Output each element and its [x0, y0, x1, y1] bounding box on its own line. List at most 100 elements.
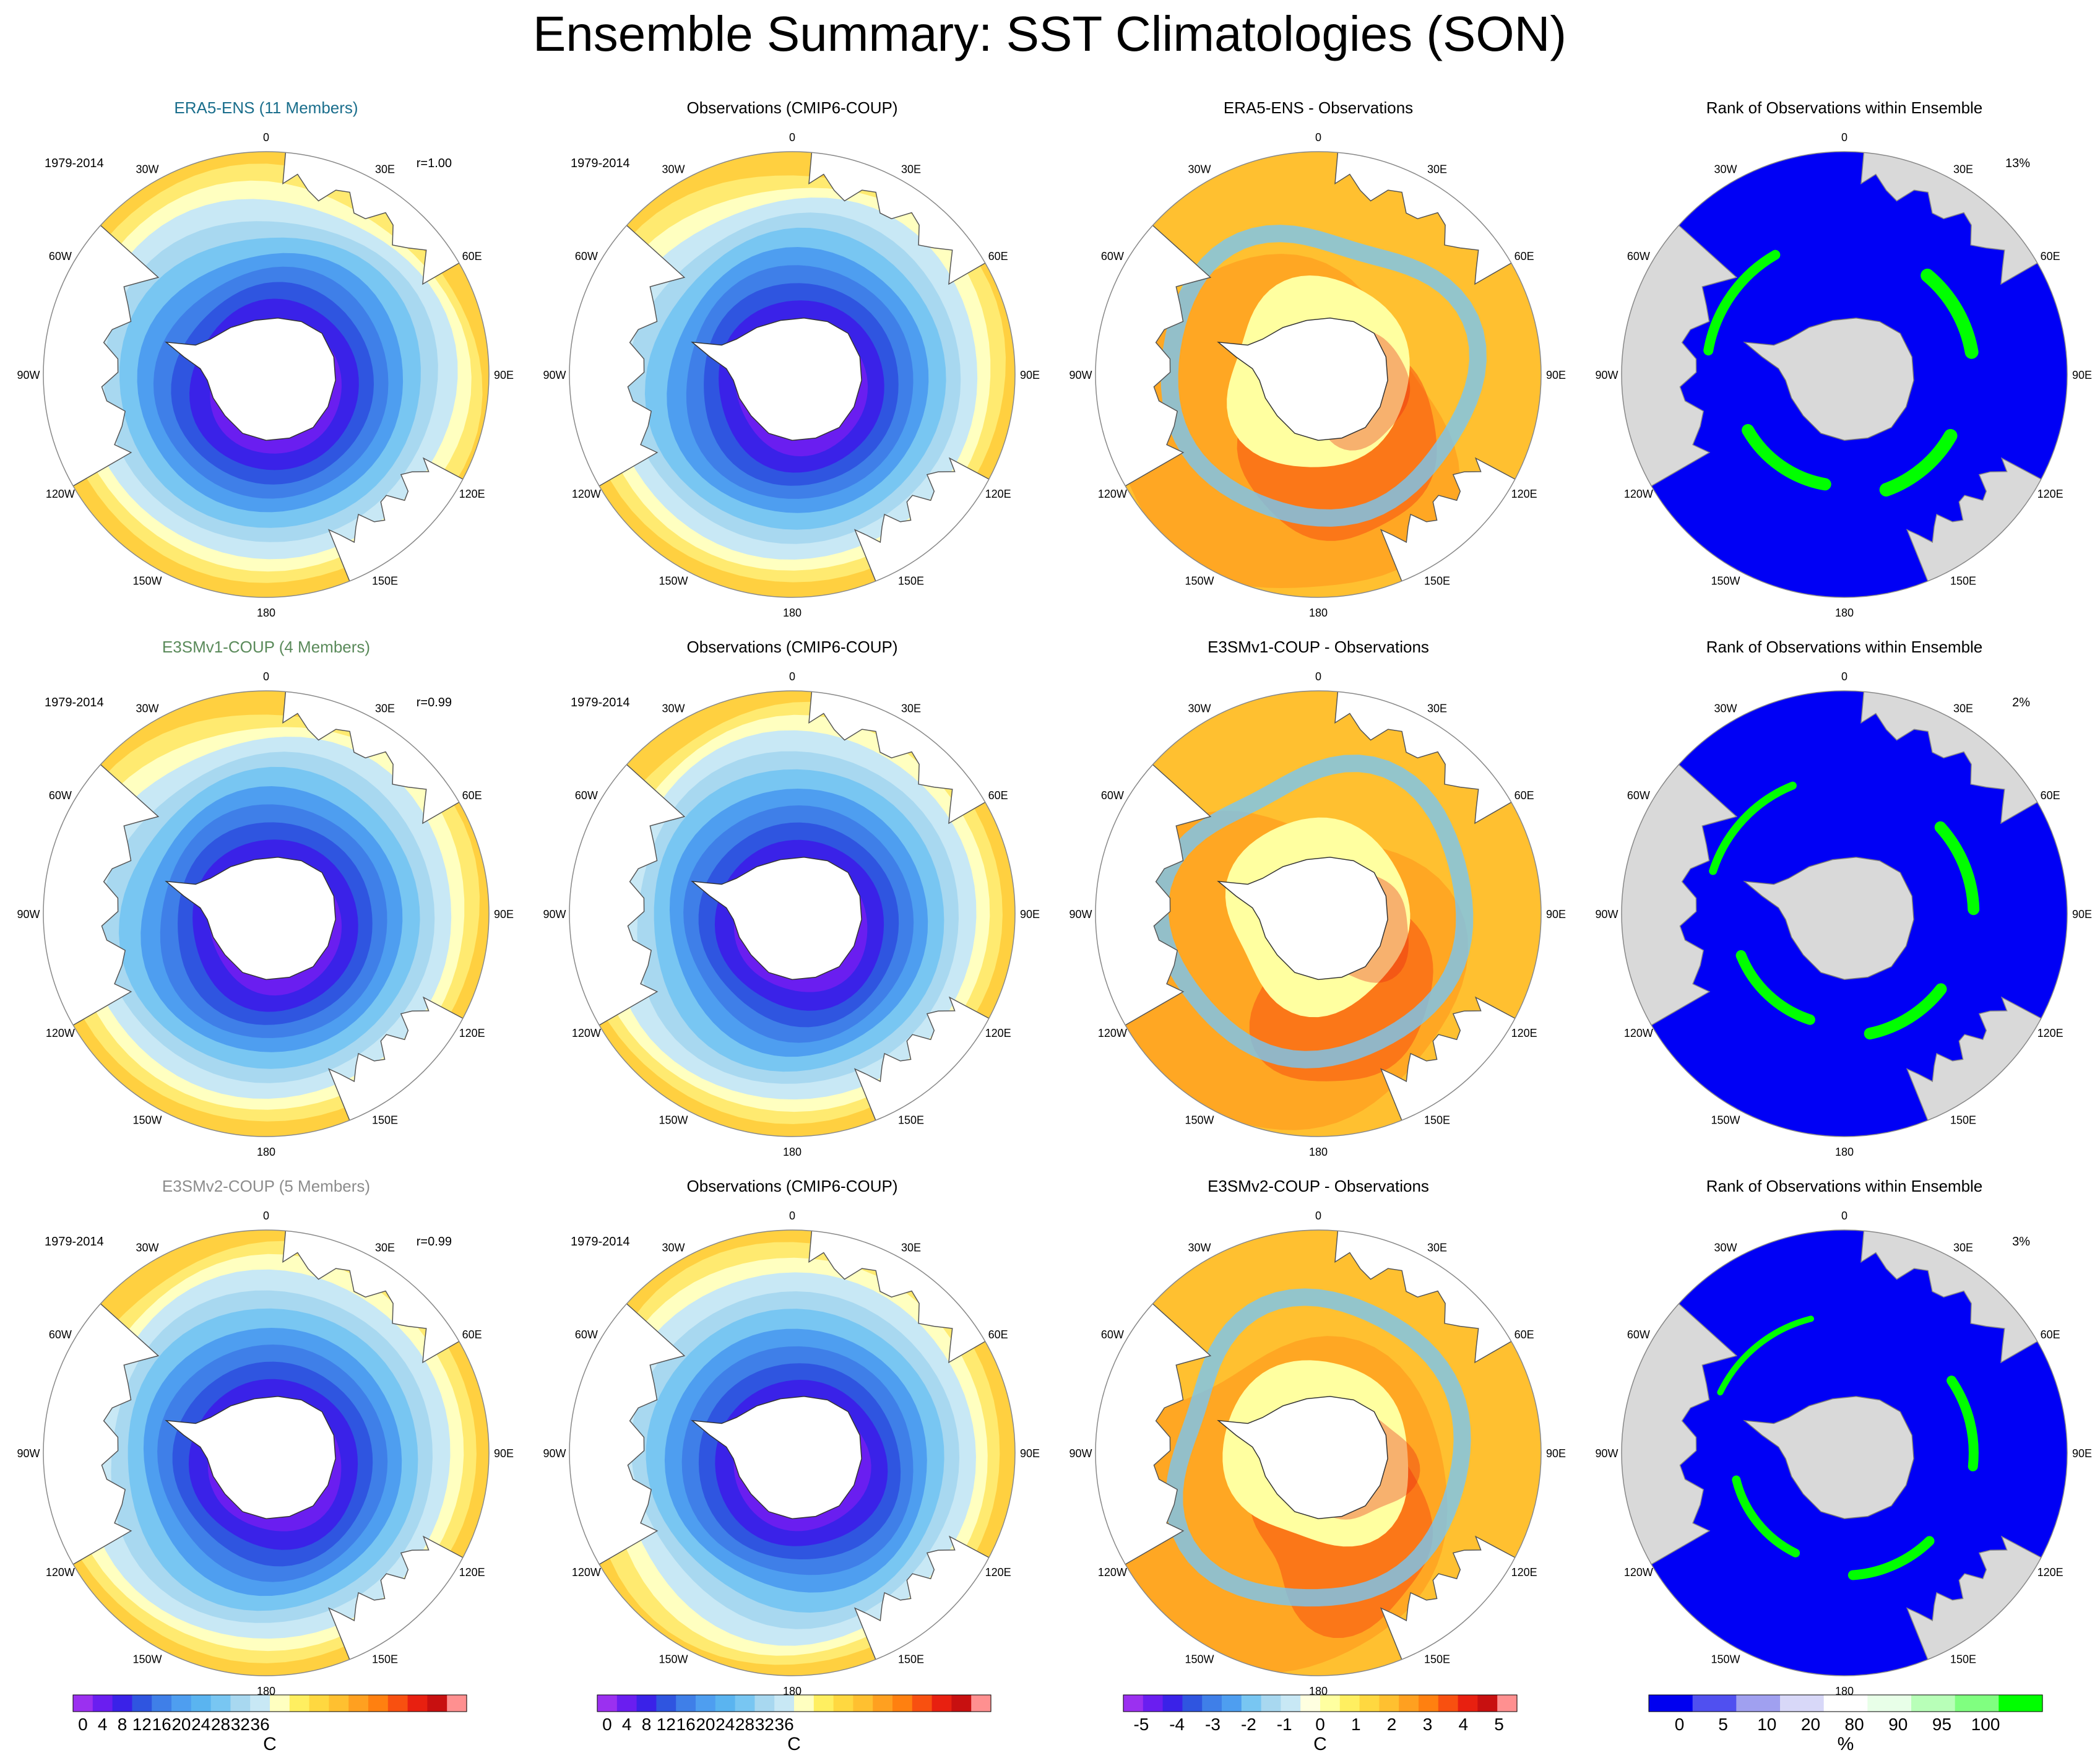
colorbar-swatch	[1300, 1695, 1321, 1712]
lon-label: 120W	[572, 1027, 601, 1039]
colorbar-tick-label: 36	[775, 1715, 794, 1734]
colorbar-swatch	[1123, 1695, 1144, 1712]
lon-label: 180	[1309, 1685, 1328, 1697]
colorbar-swatch	[1320, 1695, 1341, 1712]
lon-label: 90E	[2072, 1447, 2092, 1460]
map-field	[569, 691, 1015, 1137]
rank-green-band	[1921, 269, 1979, 359]
lon-label: 120E	[459, 1027, 485, 1039]
lon-label: 60E	[1515, 250, 1534, 262]
lon-label: 120E	[985, 1027, 1011, 1039]
lon-label: 150W	[1711, 575, 1740, 587]
lon-label: 150W	[1711, 1114, 1740, 1127]
colorbar-swatch	[656, 1695, 676, 1712]
rank-green-band	[1879, 429, 1958, 497]
lon-label: 150E	[1424, 575, 1450, 587]
lon-label: 60E	[988, 250, 1008, 262]
lon-label: 30W	[662, 163, 685, 175]
lon-label: 90E	[1546, 369, 1566, 381]
map-boundary	[569, 690, 1016, 1137]
lon-label: 60W	[1627, 1328, 1650, 1341]
colorbar-swatch	[289, 1695, 310, 1712]
map-boundary	[569, 151, 1016, 598]
lon-label: 120W	[572, 1566, 601, 1579]
colorbar-swatch	[1649, 1695, 1693, 1712]
lon-label: 0	[263, 670, 269, 683]
lon-label: 120W	[46, 488, 75, 500]
lon-label: 30W	[1188, 1241, 1211, 1254]
lon-label: 180	[783, 1146, 802, 1158]
colorbar-swatch	[1497, 1695, 1518, 1712]
colorbar-tick-label: 20	[1801, 1715, 1820, 1734]
colorbar-tick-label: 4	[622, 1715, 632, 1734]
lon-label: 90E	[494, 369, 514, 381]
panel-r2-c1: E3SMv1-COUP (4 Members) 1979-2014 r=0.99 0 3…	[17, 638, 514, 1158]
period-label: 1979-2014	[571, 1235, 630, 1249]
lon-label: 90W	[1069, 908, 1092, 920]
lon-label: 120E	[1511, 1027, 1537, 1039]
colorbar-swatch	[676, 1695, 696, 1712]
lon-label: 30E	[1427, 1241, 1447, 1254]
lon-label: 120W	[46, 1027, 75, 1039]
antarctica	[165, 1396, 336, 1520]
lon-label: 150E	[1424, 1114, 1450, 1127]
colorbar-tick-label: 16	[152, 1715, 171, 1734]
period-label: 1979-2014	[571, 696, 630, 709]
colorbar-3: -5 -4 -3 -2 -1 0 1 2 3 4 5 C	[1123, 1694, 1518, 1754]
rank-green-band	[1703, 249, 1781, 356]
colorbar-tick-label: 0	[1675, 1715, 1685, 1734]
panel-r2-c4: Rank of Observations within Ensemble 2% 0 3…	[1595, 638, 2092, 1158]
antarctica	[1217, 1396, 1388, 1520]
lon-label: 60W	[1101, 1328, 1124, 1341]
lon-label: 90E	[1020, 1447, 1040, 1460]
colorbar-swatch	[1339, 1695, 1360, 1712]
colorbar-swatch	[1222, 1695, 1242, 1712]
colorbar-unit: C	[787, 1734, 801, 1754]
lon-label: 90W	[1595, 1447, 1618, 1460]
colorbar-swatch	[427, 1695, 447, 1712]
lon-label: 180	[783, 1685, 802, 1697]
lon-label: 0	[1841, 131, 1847, 144]
lon-label: 90E	[1020, 369, 1040, 381]
lon-label: 150E	[1950, 1114, 1976, 1127]
lon-label: 180	[257, 1685, 275, 1697]
colorbar-swatch	[1477, 1695, 1498, 1712]
lon-label: 90E	[1546, 908, 1566, 920]
colorbar-swatch	[1202, 1695, 1222, 1712]
lon-label: 180	[1835, 1685, 1854, 1697]
lon-label: 0	[1315, 1210, 1321, 1222]
lon-label: 150W	[132, 575, 162, 587]
lon-label: 0	[789, 670, 795, 683]
colorbar-tick-label: -5	[1133, 1715, 1149, 1734]
colorbar-tick-label: 80	[1845, 1715, 1864, 1734]
colorbar-swatch	[1143, 1695, 1164, 1712]
figure-title: Ensemble Summary: SST Climatologies (SON…	[533, 6, 1566, 61]
correlation-label: r=1.00	[417, 157, 452, 170]
lon-label: 150W	[659, 1114, 688, 1127]
lon-label: 60E	[462, 789, 482, 802]
lon-label: 120W	[1098, 1566, 1127, 1579]
colorbar-swatch	[191, 1695, 212, 1712]
map-field	[569, 152, 1015, 597]
panel-r1-c2: Observations (CMIP6-COUP) 1979-2014 0 30E 60…	[543, 98, 1040, 619]
lon-label: 60E	[1515, 789, 1534, 802]
colorbar-swatch	[1438, 1695, 1459, 1712]
colorbar-tick-label: -2	[1241, 1715, 1256, 1734]
panel-r3-c4: Rank of Observations within Ensemble 3% 0 3…	[1595, 1177, 2092, 1697]
colorbar-tick-label: 32	[231, 1715, 250, 1734]
map-boundary	[1621, 690, 2068, 1137]
colorbar-tick-label: 20	[171, 1715, 191, 1734]
colorbar-tick-label: 3	[1423, 1715, 1433, 1734]
colorbar-swatch	[1399, 1695, 1419, 1712]
lon-label: 30E	[1427, 702, 1447, 714]
lon-label: 90W	[17, 1447, 40, 1460]
antarctica	[1743, 1396, 1914, 1520]
map-field	[1622, 1230, 2067, 1676]
colorbar-swatch	[931, 1695, 952, 1712]
rank-green-band	[1864, 983, 1947, 1040]
colorbar-swatch	[636, 1695, 657, 1712]
colorbar-tick-label: -1	[1277, 1715, 1292, 1734]
rank-green-band	[1735, 950, 1815, 1025]
lon-label: 0	[1315, 131, 1321, 144]
